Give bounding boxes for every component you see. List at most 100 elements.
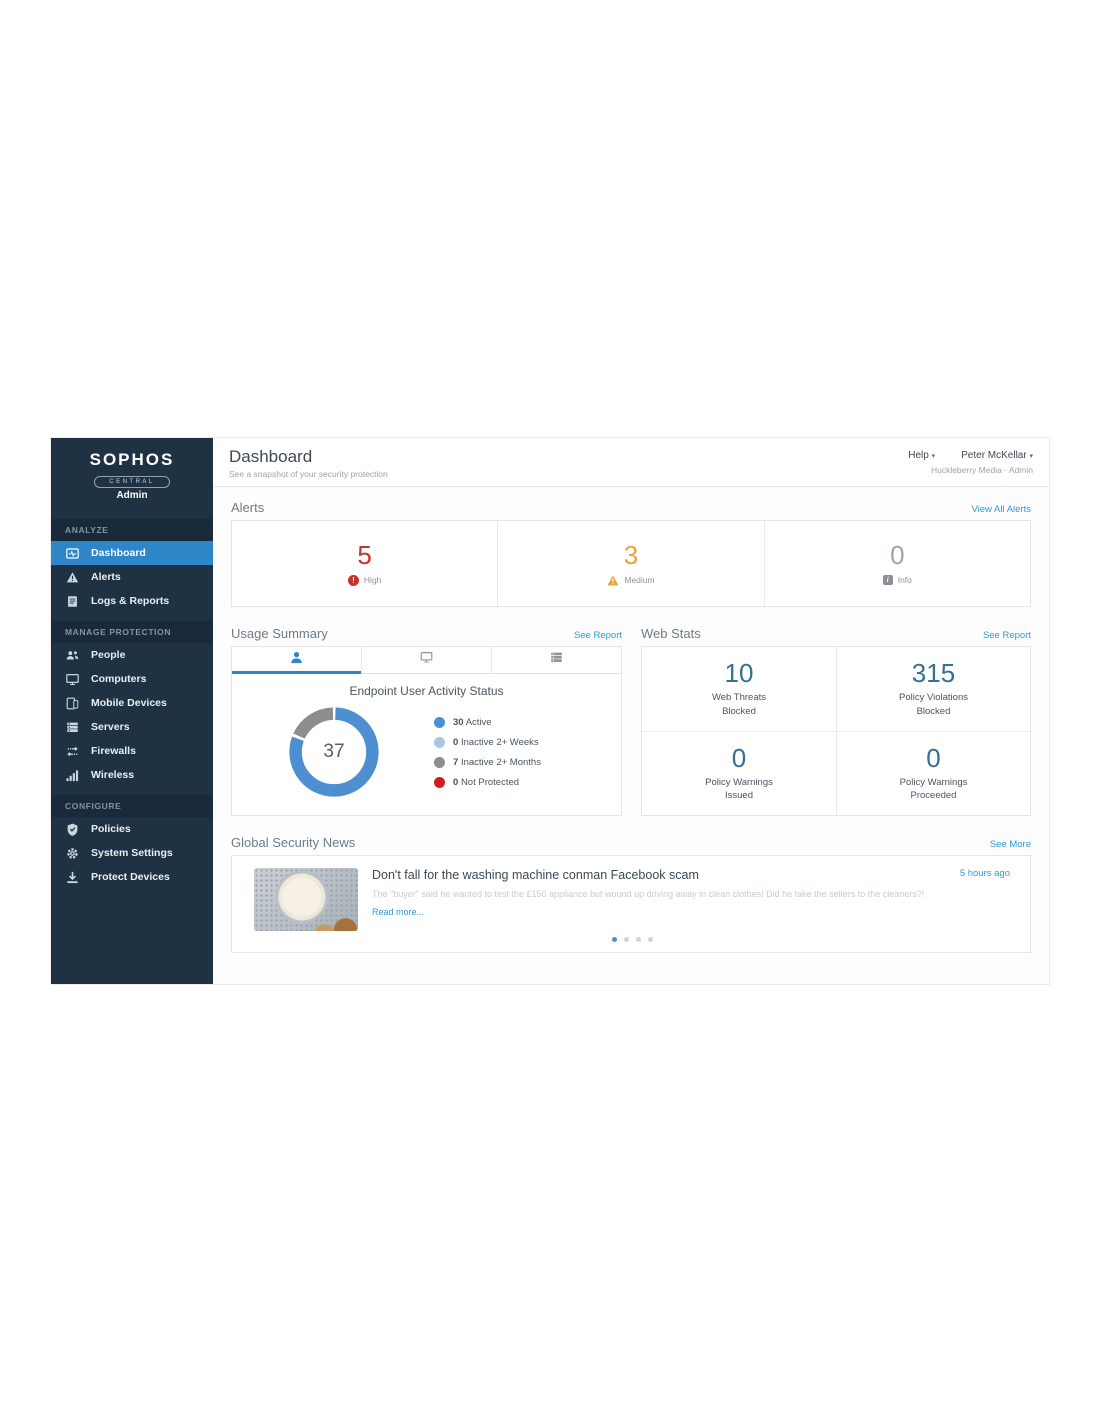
account-info: Huckleberry Media · Admin <box>930 465 1033 475</box>
news-article: Don't fall for the washing machine conma… <box>254 868 1010 933</box>
nav-section-configure: CONFIGURE <box>51 795 213 817</box>
sidebar-item-label: Wireless <box>91 769 135 781</box>
people-icon <box>65 648 80 663</box>
alert-high-label: High <box>363 575 382 585</box>
sidebar-item-label: Computers <box>91 673 147 685</box>
alert-high-count: 5 <box>357 539 372 570</box>
news-panel: Don't fall for the washing machine conma… <box>231 855 1031 953</box>
logs-icon <box>65 594 80 609</box>
sidebar-item-firewalls[interactable]: Firewalls <box>51 739 213 763</box>
web-stats-panel: 10 Web Threats Blocked 315 Policy Violati… <box>641 646 1031 816</box>
sidebar-item-label: Policies <box>91 823 131 835</box>
news-heading: Global Security News <box>231 835 356 850</box>
gear-icon <box>65 846 80 861</box>
sidebar-item-label: Servers <box>91 721 130 733</box>
sidebar-item-servers[interactable]: Servers <box>51 715 213 739</box>
sophos-logo: SOPHOS CENTRAL Admin <box>51 438 213 511</box>
page-subtitle: See a snapshot of your security protecti… <box>229 469 388 479</box>
shield-check-icon <box>65 822 80 837</box>
article-summary: The "buyer" said he wanted to test the £… <box>372 889 925 899</box>
news-pagination-dot[interactable] <box>647 937 653 942</box>
high-severity-icon: ! <box>347 574 359 586</box>
logo-role: Admin <box>116 490 148 501</box>
sidebar-item-system-settings[interactable]: System Settings <box>51 841 213 865</box>
sidebar-item-computers[interactable]: Computers <box>51 667 213 691</box>
activity-chart-title: Endpoint User Activity Status <box>349 684 504 698</box>
download-icon <box>65 870 80 885</box>
page-header: Dashboard See a snapshot of your securit… <box>213 438 1049 487</box>
alert-medium-count: 3 <box>623 539 639 570</box>
sidebar-item-label: Firewalls <box>91 745 136 757</box>
medium-severity-icon <box>607 575 619 586</box>
legend-not-protected: 0 Not Protected <box>434 776 541 788</box>
logo-brand: SOPHOS <box>89 450 175 469</box>
firewalls-icon <box>65 744 80 759</box>
web-stats-heading: Web Stats <box>641 626 701 641</box>
stat-warnings-issued: 0 Policy Warnings Issued <box>642 731 836 815</box>
donut-total: 37 <box>323 741 345 762</box>
page-title: Dashboard <box>229 447 313 466</box>
article-timestamp: 5 hours ago <box>959 868 1010 879</box>
sidebar-item-label: System Settings <box>91 847 173 859</box>
read-more-link[interactable]: Read more... <box>372 907 425 917</box>
sidebar-item-policies[interactable]: Policies <box>51 817 213 841</box>
legend-active: 30 Active <box>434 716 541 728</box>
usage-summary-panel: Endpoint User Activity Status 37 30 Acti… <box>231 646 622 816</box>
stat-warnings-proceeded: 0 Policy Warnings Proceeded <box>836 731 1030 815</box>
alert-info-label: Info <box>897 575 912 585</box>
alert-info-count: 0 <box>890 540 905 570</box>
sidebar-item-label: Protect Devices <box>91 871 170 883</box>
legend-inactive-weeks: 0 Inactive 2+ Weeks <box>434 736 541 748</box>
chevron-down-icon: ▾ <box>1029 453 1033 460</box>
alerts-panel: 5 ! High 3 Medium 0 i <box>231 520 1031 607</box>
usage-see-report-link[interactable]: See Report <box>573 630 622 641</box>
view-all-alerts-link[interactable]: View All Alerts <box>971 504 1032 515</box>
usage-summary-heading: Usage Summary <box>231 626 328 641</box>
activity-legend: 30 Active 0 Inactive 2+ Weeks 7 Inactive… <box>434 716 541 788</box>
wireless-icon <box>65 768 80 783</box>
user-menu[interactable]: Peter McKellar ▾ <box>961 450 1033 461</box>
info-severity-icon: i <box>882 575 893 585</box>
legend-dot-not-protected <box>434 776 445 788</box>
computers-tab-icon <box>420 651 433 669</box>
tab-users[interactable] <box>232 647 361 674</box>
activity-donut-chart <box>289 707 379 797</box>
sidebar-item-label: People <box>91 649 126 661</box>
sidebar-item-alerts[interactable]: Alerts <box>51 565 213 589</box>
help-menu[interactable]: Help ▾ <box>908 450 936 461</box>
sidebar-item-people[interactable]: People <box>51 643 213 667</box>
tab-servers[interactable] <box>491 647 621 673</box>
alerts-heading: Alerts <box>231 500 265 515</box>
sidebar-item-label: Dashboard <box>91 547 146 559</box>
alert-info[interactable]: 0 i Info <box>763 521 1030 606</box>
nav-section-manage-protection: MANAGE PROTECTION <box>51 621 213 643</box>
logo-product-badge: CENTRAL <box>94 476 170 488</box>
sidebar-item-label: Logs & Reports <box>91 595 170 607</box>
sidebar-item-logs-reports[interactable]: Logs & Reports <box>51 589 213 613</box>
webstats-see-report-link[interactable]: See Report <box>982 630 1031 641</box>
sidebar-item-wireless[interactable]: Wireless <box>51 763 213 787</box>
sidebar: SOPHOS CENTRAL Admin ANALYZE Dashboard A… <box>51 438 213 984</box>
see-more-link[interactable]: See More <box>989 839 1031 850</box>
news-pagination-dot[interactable] <box>623 937 629 942</box>
tab-computers[interactable] <box>361 647 491 673</box>
main-area: Dashboard See a snapshot of your securit… <box>213 438 1049 984</box>
legend-dot-inactive-weeks <box>434 736 445 748</box>
alert-medium[interactable]: 3 Medium <box>497 521 763 606</box>
news-pagination-dot[interactable] <box>611 937 617 942</box>
servers-tab-icon <box>550 651 563 669</box>
news-pagination-dot[interactable] <box>635 937 641 942</box>
legend-inactive-months: 7 Inactive 2+ Months <box>434 756 541 768</box>
activity-donut: 37 <box>286 704 382 800</box>
alert-medium-label: Medium <box>624 575 655 585</box>
alert-triangle-icon <box>65 570 80 585</box>
usage-tabbar <box>232 647 621 674</box>
alert-high[interactable]: 5 ! High <box>232 521 497 606</box>
sidebar-item-label: Alerts <box>91 571 121 583</box>
sidebar-item-dashboard[interactable]: Dashboard <box>51 541 213 565</box>
article-thumbnail[interactable] <box>254 868 358 931</box>
stat-web-threats: 10 Web Threats Blocked <box>711 658 767 717</box>
article-title[interactable]: Don't fall for the washing machine conma… <box>372 868 699 882</box>
sidebar-item-protect-devices[interactable]: Protect Devices <box>51 865 213 889</box>
sidebar-item-mobile-devices[interactable]: Mobile Devices <box>51 691 213 715</box>
